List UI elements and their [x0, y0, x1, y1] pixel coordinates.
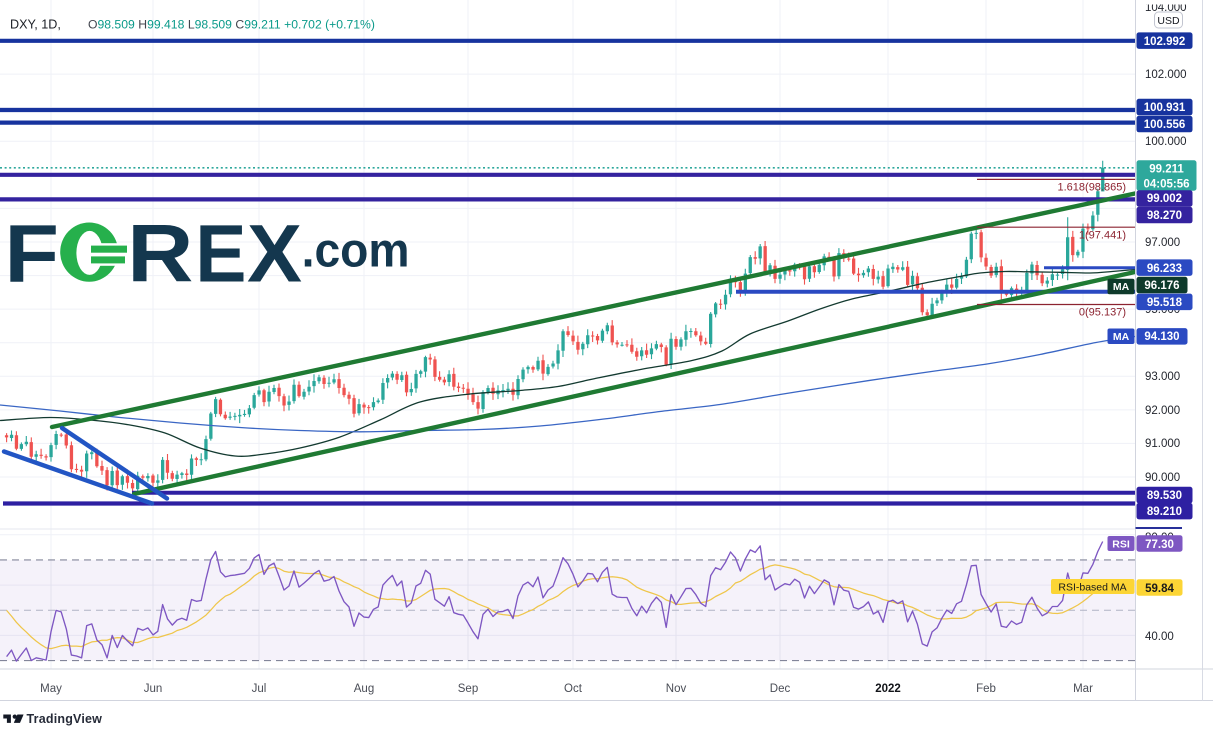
svg-text:98.270: 98.270	[1147, 210, 1182, 222]
svg-text:Nov: Nov	[666, 683, 687, 695]
svg-text:40.00: 40.00	[1145, 631, 1174, 643]
svg-text:102.000: 102.000	[1145, 69, 1187, 81]
svg-text:Jun: Jun	[144, 683, 163, 695]
svg-text:89.210: 89.210	[1147, 506, 1182, 518]
svg-text:59.84: 59.84	[1145, 583, 1174, 595]
svg-text:77.30: 77.30	[1145, 539, 1174, 551]
svg-text:R: R	[127, 208, 193, 299]
svg-text:TradingView: TradingView	[27, 712, 103, 726]
svg-text:Dec: Dec	[770, 683, 791, 695]
svg-text:RSI-based MA: RSI-based MA	[1058, 582, 1126, 594]
svg-text:100.556: 100.556	[1144, 119, 1186, 131]
svg-text:100.000: 100.000	[1145, 136, 1187, 148]
svg-text:91.000: 91.000	[1145, 438, 1180, 450]
svg-text:90.000: 90.000	[1145, 472, 1180, 484]
svg-text:96.233: 96.233	[1147, 263, 1182, 275]
svg-text:97.000: 97.000	[1145, 237, 1180, 249]
svg-text:E: E	[195, 207, 246, 299]
svg-text:95.518: 95.518	[1147, 297, 1183, 309]
svg-text:F: F	[4, 208, 59, 300]
svg-text:0(95.137): 0(95.137)	[1079, 307, 1126, 319]
svg-text:94.130: 94.130	[1144, 331, 1179, 343]
svg-text:1(97.441): 1(97.441)	[1079, 230, 1126, 242]
svg-text:Mar: Mar	[1073, 683, 1093, 695]
svg-text:04:05:56: 04:05:56	[1143, 179, 1189, 191]
svg-text:89.530: 89.530	[1147, 490, 1182, 502]
svg-text:96.176: 96.176	[1144, 280, 1179, 292]
svg-text:104.000: 104.000	[1145, 2, 1187, 14]
svg-text:93.000: 93.000	[1145, 371, 1180, 383]
svg-text:99.211: 99.211	[1149, 163, 1184, 175]
svg-text:MA: MA	[1113, 281, 1130, 293]
svg-text:102.992: 102.992	[1144, 36, 1186, 48]
svg-text:RSI: RSI	[1112, 539, 1130, 551]
svg-text:MA: MA	[1113, 331, 1130, 343]
svg-text:Oct: Oct	[564, 683, 583, 695]
svg-text:.com: .com	[302, 223, 410, 277]
svg-text:100.931: 100.931	[1144, 102, 1186, 114]
svg-text:2022: 2022	[875, 683, 901, 695]
svg-text:USD: USD	[1157, 15, 1180, 27]
svg-text:Jul: Jul	[252, 683, 267, 695]
svg-text:92.000: 92.000	[1145, 405, 1180, 417]
svg-text:Feb: Feb	[976, 683, 996, 695]
svg-text:May: May	[40, 683, 62, 695]
svg-text:99.002: 99.002	[1147, 193, 1182, 205]
svg-text:X: X	[247, 209, 302, 300]
svg-text:Sep: Sep	[458, 683, 478, 695]
svg-text:Aug: Aug	[354, 683, 374, 695]
svg-text:1.618(98.865): 1.618(98.865)	[1058, 182, 1127, 194]
